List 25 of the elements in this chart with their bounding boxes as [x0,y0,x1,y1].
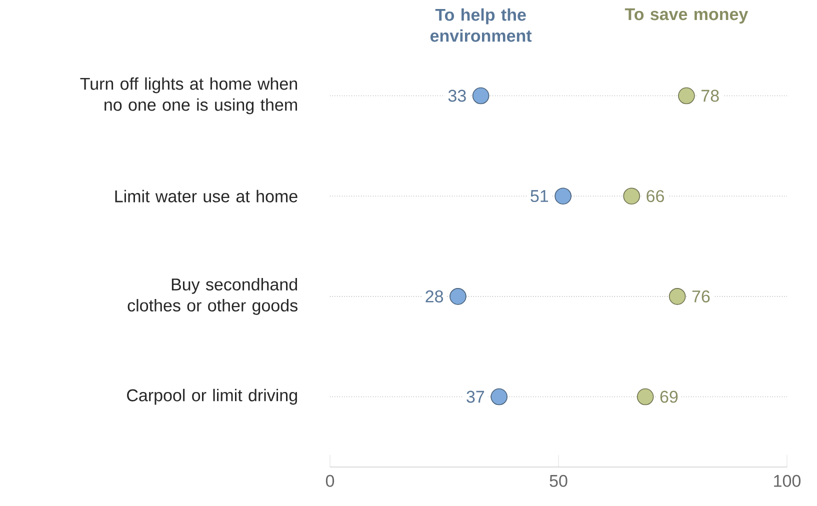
text: To save money [624,8,748,24]
y-tick-label: Carpool or limit driving [127,388,297,405]
y-tick-label: Turn off lights at home when no one one is using them [80,77,297,114]
point [623,188,640,205]
data-label: 28 [426,290,444,302]
point [678,87,695,104]
y-tick-label: Limit water use at home [115,190,298,202]
text: To help the environment [430,8,532,42]
point [490,388,508,406]
data-label: 51 [530,190,548,202]
data-label: 76 [692,290,710,302]
x-tick-label: 100 [774,474,801,487]
point [668,288,686,305]
point [450,288,466,305]
data-label: 78 [702,90,719,102]
data-label: 37 [466,390,484,403]
data-label: 33 [448,90,466,102]
y-tick-label: Buy secondhand clothes or other goods [128,278,298,315]
x-tick-label: 0 [326,474,334,487]
data-label: 69 [660,390,678,403]
x-tick-label: 50 [550,474,568,487]
point [472,87,490,104]
data-label: 66 [646,190,664,202]
point [554,188,572,205]
point [636,388,654,406]
